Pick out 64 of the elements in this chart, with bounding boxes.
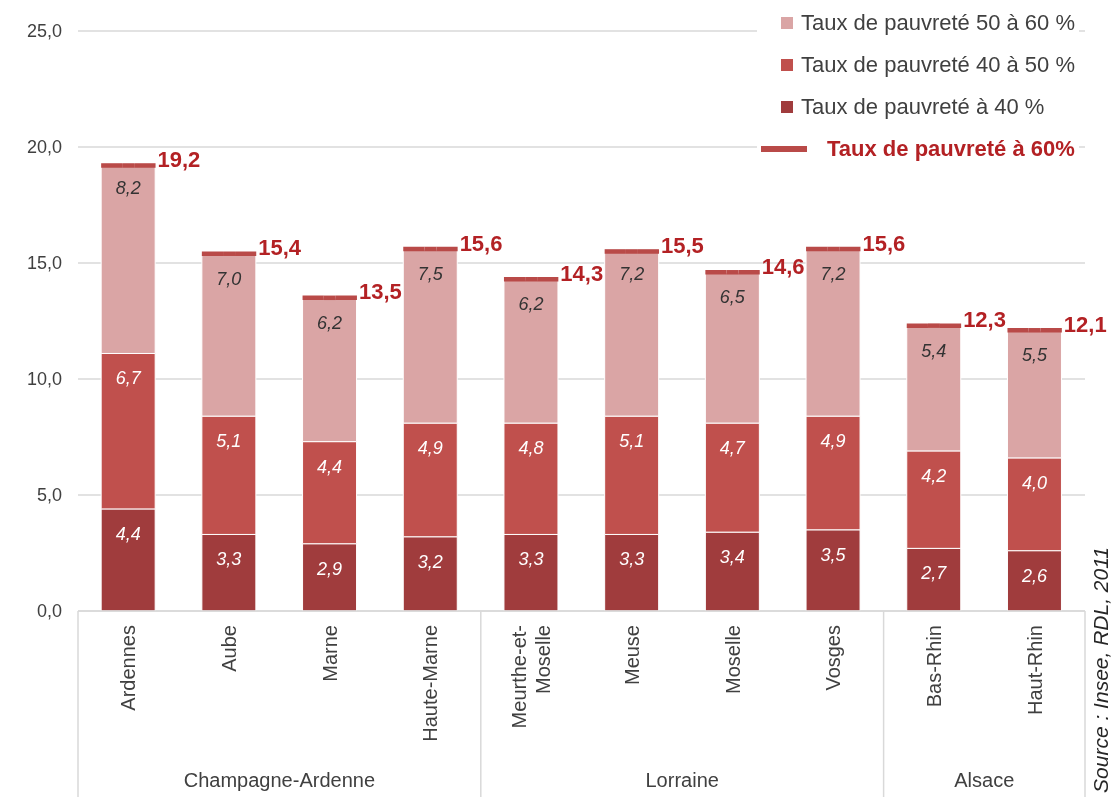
legend-label: Taux de pauvreté à 40 %: [801, 94, 1045, 120]
x-tick-label: Marne: [318, 625, 341, 682]
legend-label: Taux de pauvreté à 60%: [827, 136, 1075, 162]
y-tick-label: 10,0: [26, 369, 62, 390]
data-label: 3,5: [820, 544, 847, 565]
text: Lorraine: [645, 769, 719, 791]
data-label: 13,5: [358, 279, 402, 305]
data-label: 2,9: [316, 558, 343, 579]
y-tick-label: 0,0: [36, 601, 62, 622]
data-label: 6,2: [317, 312, 343, 333]
data-label: 8,2: [115, 178, 141, 199]
x-tick-label: Ardennes: [117, 625, 140, 711]
data-label: 3,2: [417, 551, 443, 572]
x-tick-label: Moselle: [721, 625, 744, 694]
x-tick-label: Meuse: [620, 625, 643, 686]
data-label: 15,6: [862, 230, 906, 256]
x-tick-label: Meurthe-et-Moselle: [508, 625, 555, 729]
data-label: 3,3: [216, 549, 242, 570]
data-label: 12,1: [1063, 311, 1107, 337]
data-label: 4,4: [115, 523, 141, 544]
data-label: 5,1: [619, 431, 645, 452]
data-label: 4,8: [518, 438, 544, 459]
text: Alsace: [954, 769, 1015, 791]
data-label: 3,3: [518, 549, 544, 570]
data-label: 2,7: [920, 563, 948, 584]
data-label: 6,7: [115, 368, 142, 389]
legend-label: Taux de pauvreté 50 à 60 %: [801, 10, 1075, 36]
x-tick-label: Aube: [218, 625, 241, 672]
text: Champagne-Ardenne: [183, 769, 376, 791]
data-label: 15,5: [661, 232, 704, 258]
data-label: 4,7: [719, 438, 746, 459]
data-label: 5,4: [921, 340, 947, 361]
x-tick-label: Vosges: [822, 625, 845, 691]
source-note: Source : Insee, RDL, 2011: [1088, 547, 1113, 793]
data-label: 7,0: [216, 268, 242, 289]
data-label: 5,5: [1021, 345, 1048, 366]
data-label: 4,9: [417, 438, 443, 459]
data-label: 14,3: [560, 260, 604, 286]
y-tick-label: 15,0: [26, 253, 62, 274]
data-label: 15,4: [258, 235, 302, 261]
data-label: 14,6: [761, 253, 805, 279]
data-label: 7,5: [417, 264, 444, 285]
data-label: 3,4: [719, 547, 745, 568]
data-label: 4,0: [1021, 472, 1047, 493]
data-label: 7,2: [820, 264, 846, 285]
data-label: 6,5: [719, 287, 746, 308]
data-label: 19,2: [157, 147, 201, 173]
data-label: 6,2: [518, 294, 544, 315]
legend-label: Taux de pauvreté 40 à 50 %: [801, 52, 1075, 78]
data-label: 2,6: [1020, 565, 1048, 586]
data-label: 3,3: [619, 549, 645, 570]
x-tick-label: Haut-Rhin: [1023, 625, 1046, 716]
x-tick-label: Bas-Rhin: [922, 625, 945, 708]
data-label: 15,6: [459, 230, 503, 256]
data-label: 7,2: [619, 264, 645, 285]
y-tick-label: 20,0: [26, 137, 62, 158]
data-label: 5,1: [216, 431, 242, 452]
data-label: 4,2: [921, 465, 947, 486]
y-tick-label: 5,0: [36, 485, 62, 506]
data-label: 4,9: [820, 431, 846, 452]
data-label: 12,3: [963, 307, 1006, 333]
data-label: 4,4: [317, 456, 343, 477]
x-tick-label: Haute-Marne: [419, 625, 442, 742]
y-tick-label: 25,0: [26, 21, 62, 42]
